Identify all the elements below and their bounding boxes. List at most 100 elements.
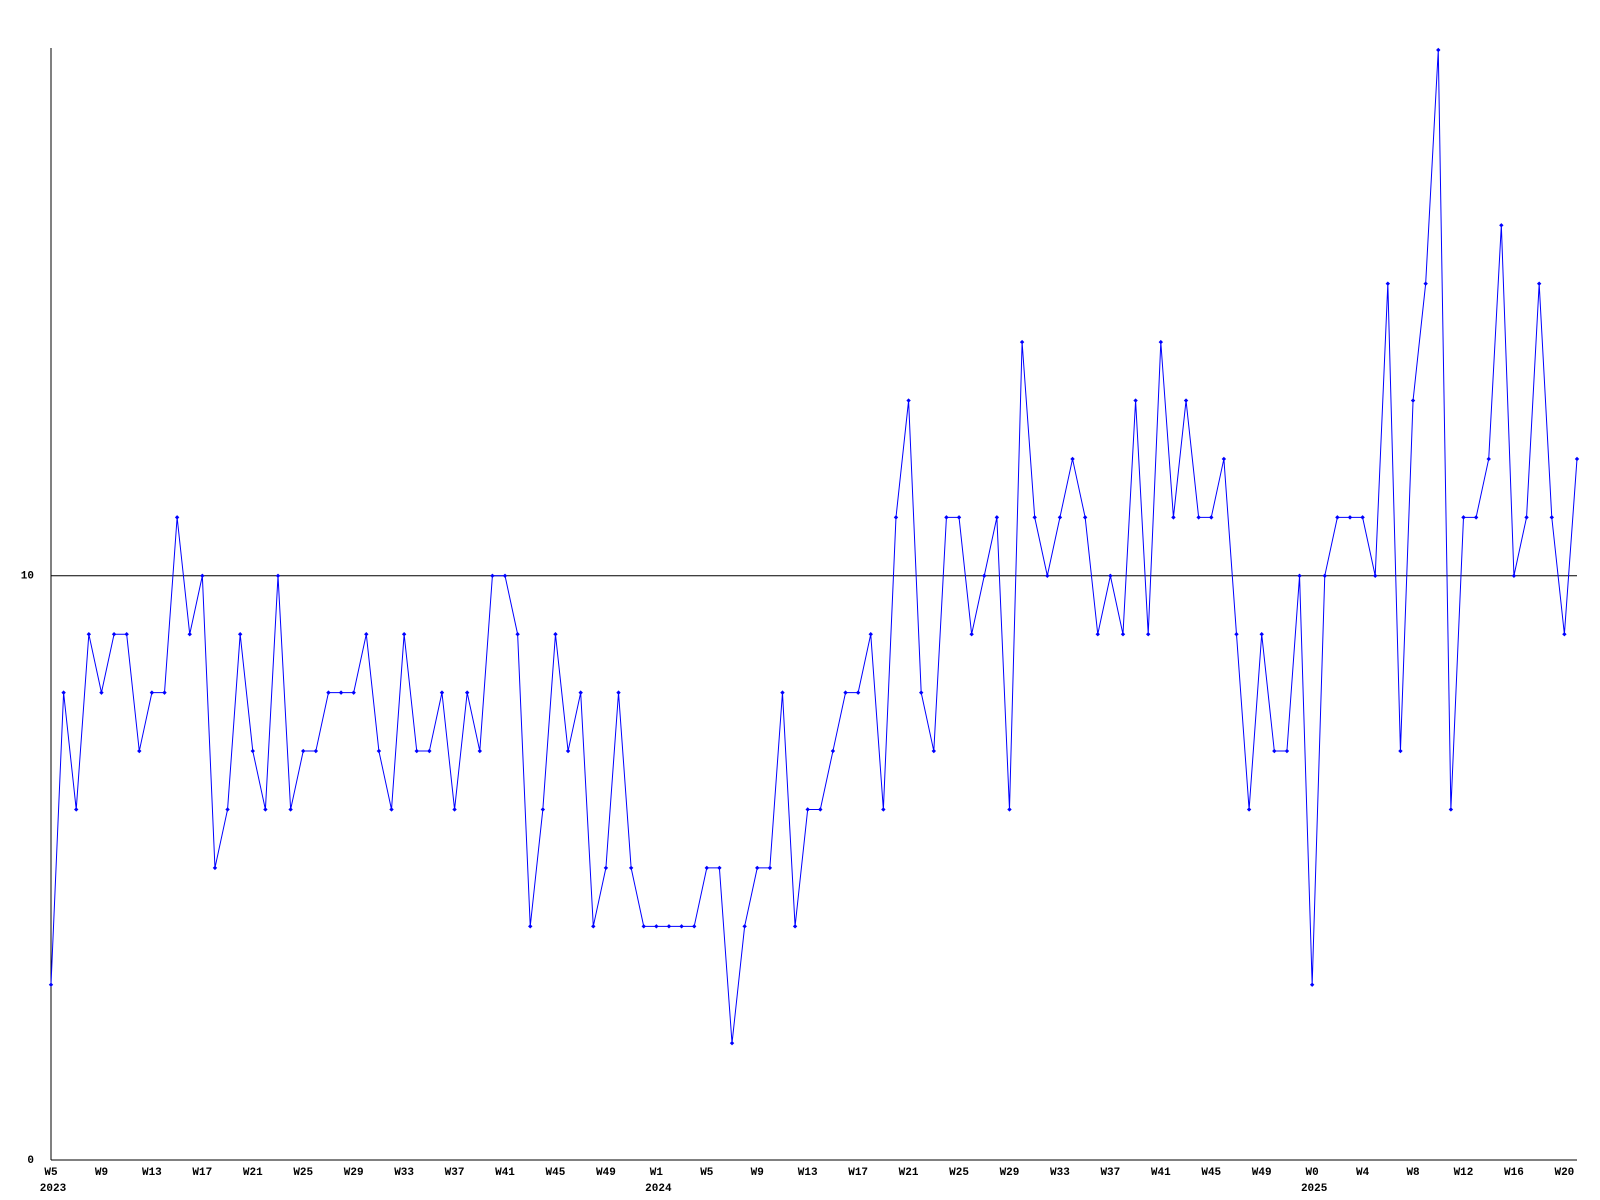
data-point	[1158, 339, 1164, 345]
data-point	[326, 690, 331, 695]
data-point	[124, 632, 129, 637]
data-point	[691, 924, 697, 929]
x-tick-label: W13	[142, 1167, 162, 1179]
x-tick-label: W5	[44, 1167, 58, 1179]
data-point	[162, 690, 167, 695]
data-point	[187, 632, 192, 637]
data-point	[982, 573, 987, 578]
x-tick-label: W49	[596, 1167, 616, 1179]
x-tick-label: W17	[848, 1167, 868, 1179]
data-point	[99, 690, 104, 695]
data-point	[881, 807, 886, 812]
data-point	[1574, 456, 1580, 462]
data-point	[616, 690, 621, 695]
data-point	[1259, 632, 1264, 637]
data-point	[427, 748, 432, 754]
data-point	[1221, 456, 1227, 462]
data-point	[994, 515, 1000, 520]
x-tick-label: W33	[394, 1167, 414, 1179]
data-point	[490, 573, 495, 578]
data-point	[1499, 223, 1504, 228]
data-point	[1461, 515, 1466, 520]
data-point	[288, 807, 293, 812]
data-point	[792, 924, 798, 929]
data-point	[464, 690, 470, 695]
data-point	[338, 690, 344, 695]
data-point	[414, 748, 419, 754]
x-tick-label: W37	[1100, 1167, 1120, 1179]
data-point	[1284, 748, 1290, 754]
data-point	[1133, 398, 1138, 403]
x-tick-label: W25	[293, 1167, 313, 1179]
data-point	[200, 573, 205, 578]
data-point	[755, 865, 760, 871]
data-point	[528, 924, 533, 929]
data-point	[918, 690, 924, 695]
data-point	[565, 748, 571, 754]
data-point	[1436, 47, 1441, 53]
data-point	[1473, 515, 1479, 520]
data-point	[401, 632, 407, 637]
data-point	[780, 690, 785, 695]
x-tick-label: W9	[95, 1167, 108, 1179]
data-point	[74, 807, 79, 812]
data-point	[137, 748, 142, 754]
data-point	[111, 632, 117, 637]
data-point	[477, 748, 482, 754]
data-point	[641, 924, 646, 929]
data-point	[351, 690, 356, 695]
data-point	[1410, 398, 1416, 403]
data-point	[389, 807, 394, 812]
data-point	[1246, 807, 1252, 812]
data-point	[1007, 807, 1012, 812]
data-point	[666, 924, 672, 929]
data-point	[452, 807, 457, 812]
x-tick-label: W17	[192, 1167, 212, 1179]
data-point	[250, 748, 255, 754]
x-tick-label: W45	[546, 1167, 566, 1179]
data-point	[805, 807, 810, 812]
data-point	[1360, 515, 1365, 520]
data-point	[1423, 281, 1428, 286]
data-point	[1171, 515, 1176, 520]
data-point	[1309, 982, 1315, 987]
x-tick-label: W41	[1151, 1167, 1171, 1179]
data-point	[578, 690, 583, 695]
data-point	[225, 807, 230, 812]
data-point	[1347, 515, 1353, 520]
data-point	[1183, 398, 1189, 403]
data-point	[376, 748, 382, 754]
data-point	[843, 690, 848, 695]
data-point	[540, 807, 546, 812]
data-point	[1120, 632, 1126, 637]
data-point	[313, 748, 319, 754]
y-tick-label: 0	[27, 1155, 34, 1167]
data-point	[1146, 632, 1151, 637]
data-point	[364, 632, 369, 637]
data-point	[855, 690, 861, 695]
data-point	[86, 632, 92, 637]
data-point	[679, 924, 684, 929]
data-point	[149, 690, 155, 695]
data-point	[1398, 748, 1403, 754]
data-point	[1019, 339, 1025, 345]
data-point	[48, 982, 54, 987]
x-tick-label: W13	[798, 1167, 818, 1179]
data-point	[717, 865, 722, 871]
x-tick-label: W45	[1201, 1167, 1221, 1179]
data-point	[1373, 573, 1378, 578]
data-point	[515, 632, 520, 637]
data-point	[263, 807, 268, 812]
data-point	[628, 865, 634, 871]
data-point	[969, 632, 974, 637]
data-point	[212, 865, 218, 871]
data-point	[1032, 515, 1037, 520]
x-year-label: 2023	[40, 1183, 67, 1195]
data-point	[1297, 573, 1302, 578]
data-point	[1385, 281, 1391, 286]
data-point	[61, 690, 66, 695]
data-point	[830, 748, 836, 754]
x-year-label: 2024	[645, 1183, 672, 1195]
data-point	[502, 573, 508, 578]
